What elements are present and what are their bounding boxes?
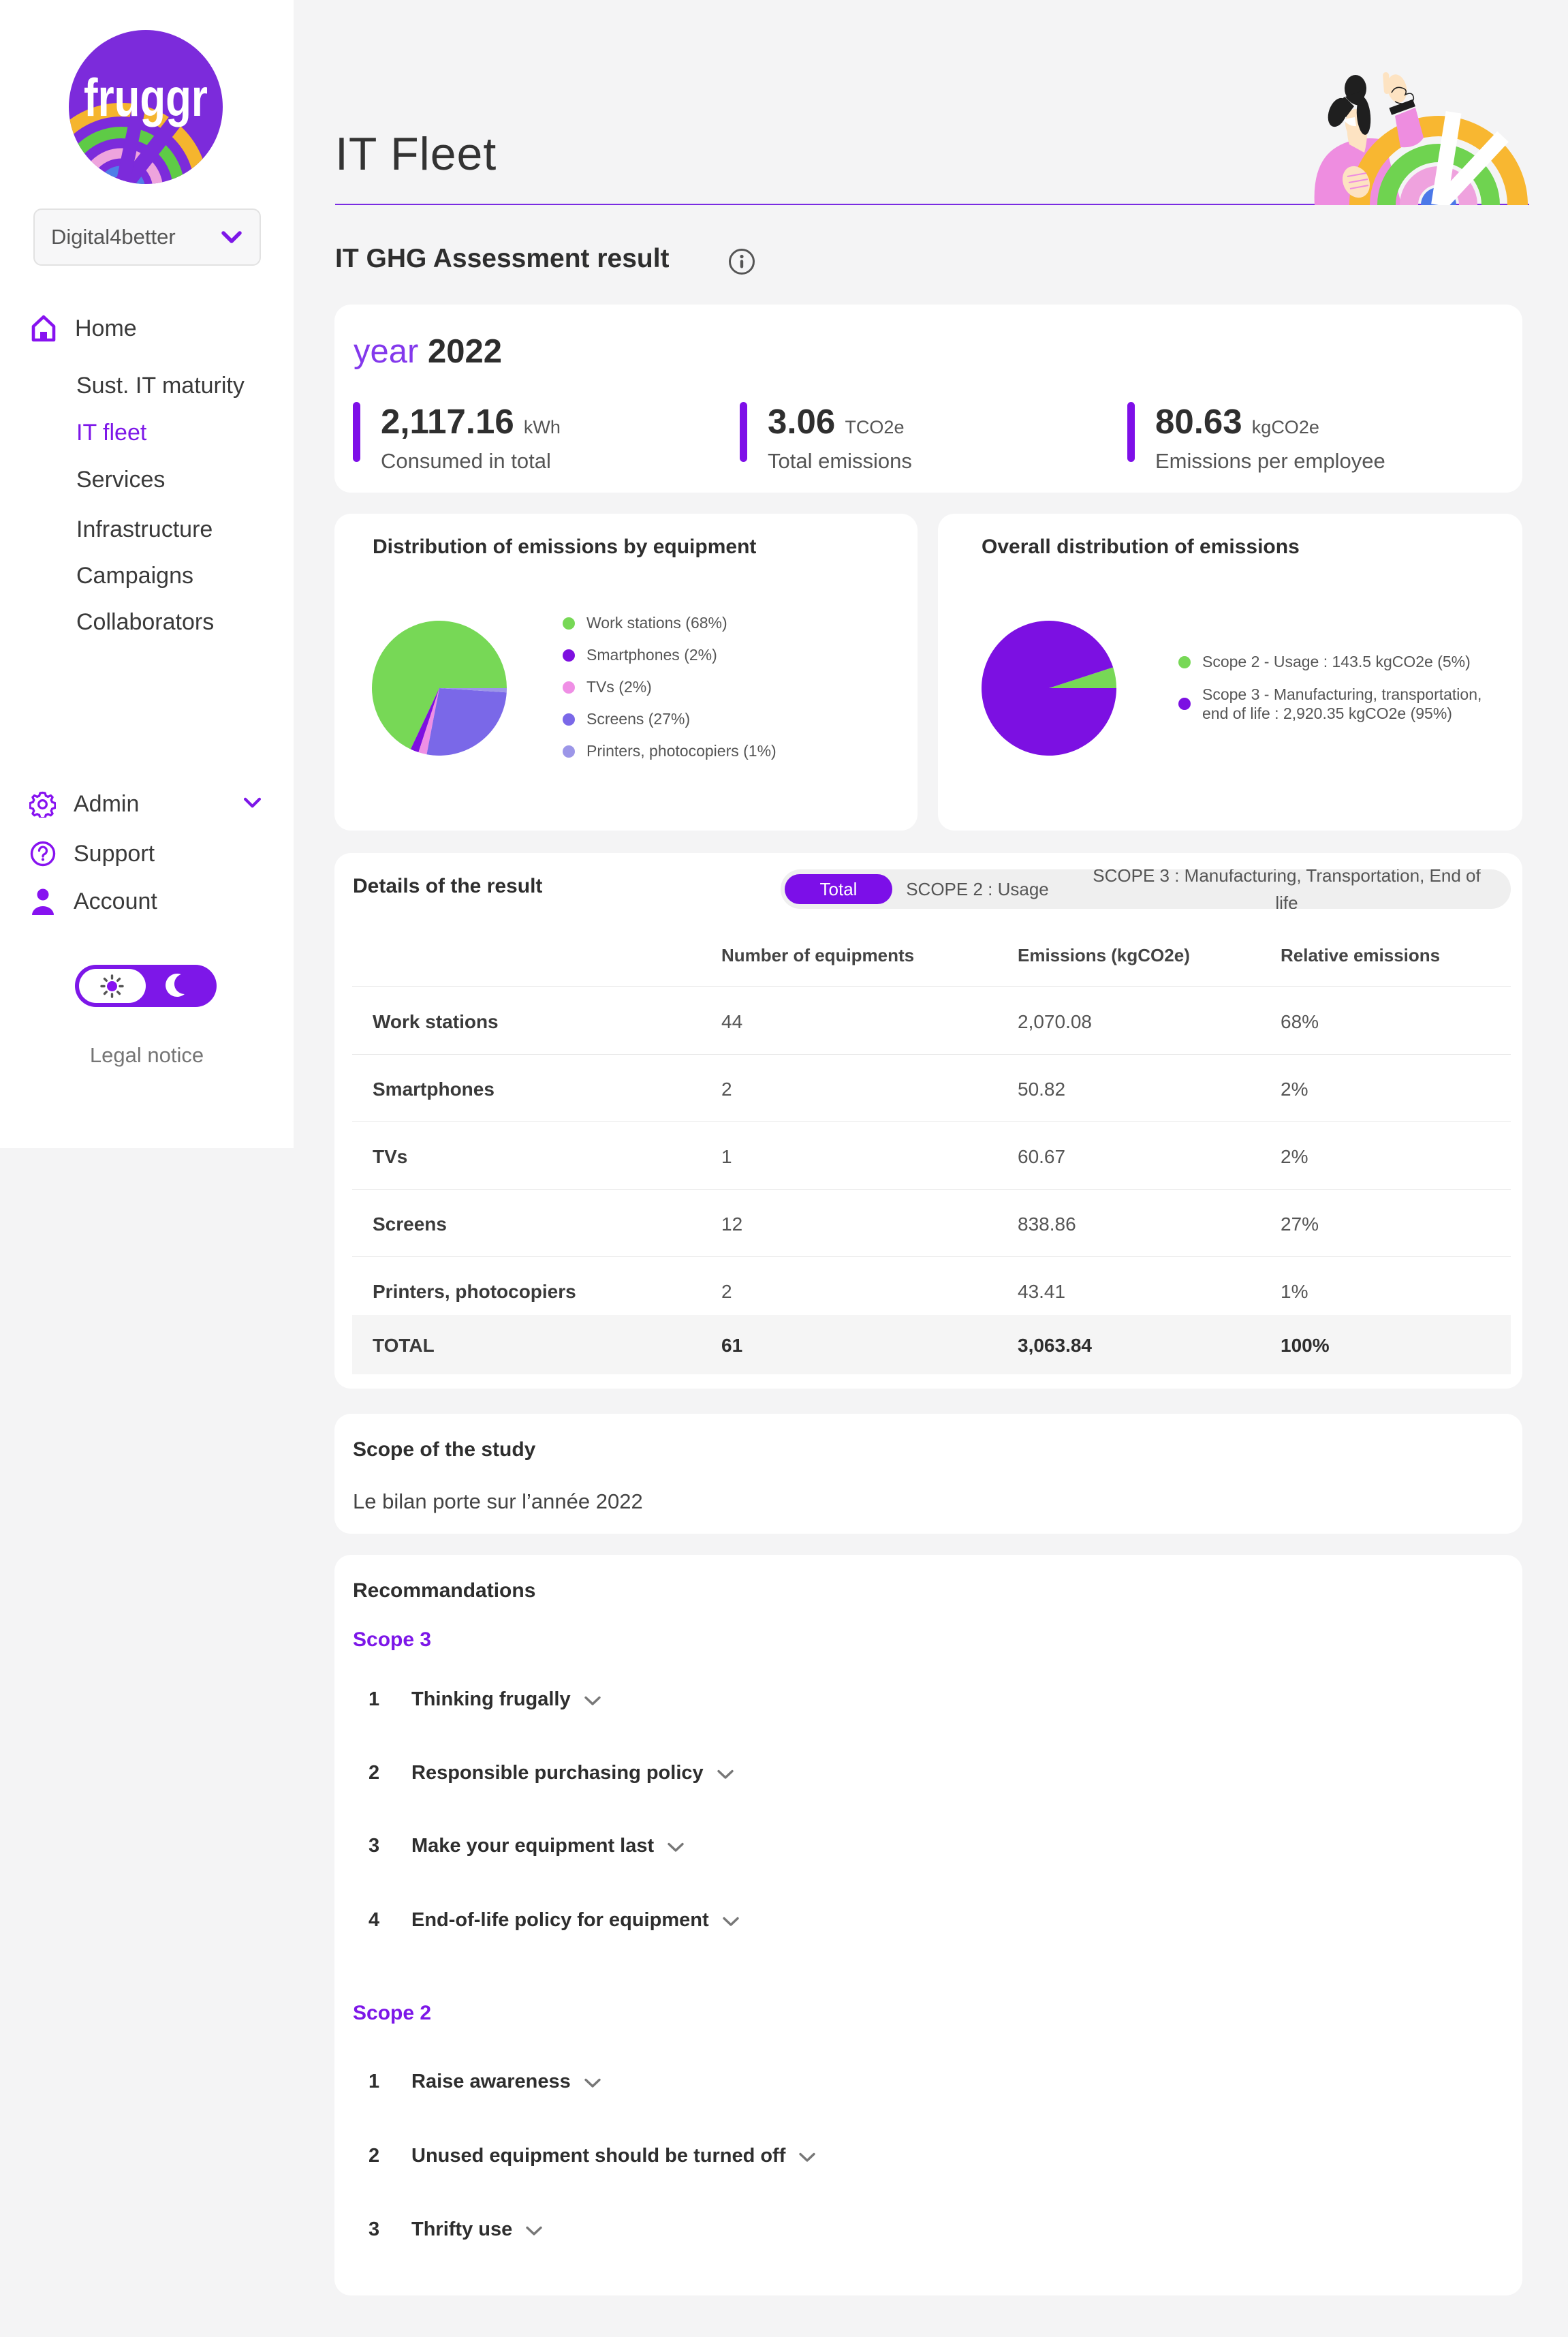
svg-text:fruggr: fruggr <box>84 67 208 127</box>
